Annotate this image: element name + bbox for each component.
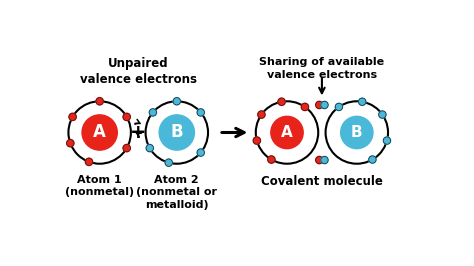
Text: B: B (171, 123, 183, 142)
Circle shape (165, 159, 173, 166)
FancyArrowPatch shape (135, 119, 140, 124)
Circle shape (258, 111, 265, 118)
Circle shape (341, 116, 373, 149)
Text: B: B (351, 125, 363, 140)
Circle shape (358, 98, 366, 105)
Circle shape (67, 139, 74, 147)
Circle shape (68, 101, 131, 164)
Circle shape (369, 156, 376, 163)
Circle shape (146, 144, 154, 152)
Circle shape (256, 101, 318, 164)
Circle shape (335, 103, 343, 111)
Circle shape (123, 113, 130, 120)
FancyArrowPatch shape (137, 132, 141, 137)
Circle shape (321, 101, 328, 109)
Text: A: A (281, 125, 293, 140)
Circle shape (197, 109, 204, 116)
Circle shape (278, 98, 285, 105)
Circle shape (268, 156, 275, 163)
Text: A: A (93, 123, 106, 142)
Circle shape (85, 158, 92, 165)
Circle shape (316, 101, 323, 109)
Circle shape (253, 137, 261, 144)
Circle shape (146, 101, 208, 164)
Text: Atom 1
(nonmetal): Atom 1 (nonmetal) (65, 175, 134, 197)
Text: Atom 2
(nonmetal or
metalloid): Atom 2 (nonmetal or metalloid) (137, 175, 217, 210)
Circle shape (96, 98, 103, 105)
Circle shape (271, 116, 303, 149)
Circle shape (197, 149, 204, 156)
Text: +: + (130, 123, 146, 142)
Circle shape (69, 113, 76, 120)
Circle shape (321, 156, 328, 164)
Circle shape (326, 101, 388, 164)
Circle shape (301, 103, 309, 111)
Circle shape (316, 156, 323, 164)
Text: Sharing of available
valence electrons: Sharing of available valence electrons (259, 57, 384, 80)
Circle shape (173, 98, 181, 105)
Circle shape (379, 111, 386, 118)
Circle shape (159, 115, 194, 150)
Text: Unpaired
valence electrons: Unpaired valence electrons (80, 57, 197, 86)
Circle shape (149, 109, 156, 116)
Text: Covalent molecule: Covalent molecule (261, 175, 383, 188)
Circle shape (383, 137, 391, 144)
Circle shape (82, 115, 117, 150)
Circle shape (123, 144, 130, 152)
